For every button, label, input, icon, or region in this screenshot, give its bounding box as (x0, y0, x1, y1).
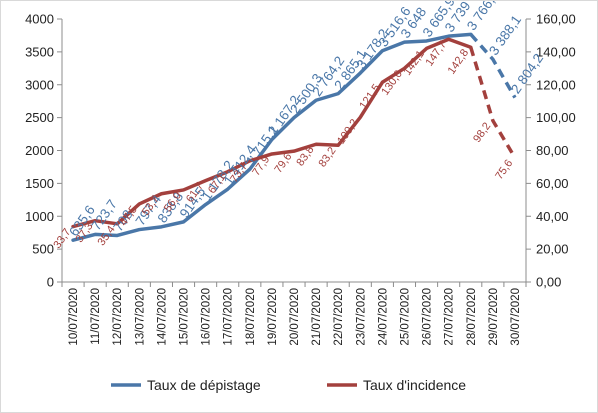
axes: 0 500 1000 1500 2000 2500 3000 3500 4000 0,00 20,0… (25, 12, 576, 346)
y-right-tick-label: 60,00 (536, 176, 569, 191)
x-tick-label: 30/07/2020 (510, 288, 522, 346)
x-tick-label: 20/07/2020 (289, 288, 301, 346)
y-left-tick-label: 1000 (25, 209, 54, 224)
x-tick-label: 10/07/2020 (68, 288, 80, 346)
data-label-incidence: 83,2 (317, 145, 339, 169)
series-lines (71, 32, 517, 242)
x-tick-label: 15/07/2020 (179, 288, 191, 346)
x-tick-label: 21/07/2020 (311, 288, 323, 346)
data-label-incidence: 83,8 (294, 144, 316, 168)
data-label-incidence: 75,6 (493, 158, 515, 182)
series-line-dashed-depistage (469, 33, 517, 99)
y-left-tick-label: 1500 (25, 176, 54, 191)
y-right-tick-label: 40,00 (536, 209, 569, 224)
y-left-tick-label: 3500 (25, 44, 54, 59)
y-right-tick-label: 140,00 (536, 44, 576, 59)
x-tick-label: 23/07/2020 (355, 288, 367, 346)
y-right-tick-label: 20,00 (536, 242, 569, 257)
legend-label-depistage: Taux de dépistage (147, 377, 261, 393)
y-right-tick-label: 160,00 (536, 12, 576, 27)
x-tick-label: 28/07/2020 (466, 288, 478, 346)
x-tick-label: 16/07/2020 (201, 288, 213, 346)
data-label-incidence: 121,5 (357, 82, 383, 111)
y-left-tick-label: 2000 (25, 143, 54, 158)
x-tick-label: 27/07/2020 (444, 288, 456, 346)
y-right-tick-label: 0,00 (536, 275, 561, 290)
y-left-tick-label: 3000 (25, 77, 54, 92)
series-line-incidence (71, 37, 473, 229)
x-tick-label: 14/07/2020 (156, 288, 168, 346)
y-right-tick-label: 100,00 (536, 110, 576, 125)
data-label-incidence: 100,2 (335, 117, 361, 146)
y-left-tick-label: 500 (32, 242, 54, 257)
x-tick-label: 19/07/2020 (267, 288, 279, 346)
data-label-depistage: 3 388,1 (486, 12, 524, 58)
y-left-tick-label: 4000 (25, 12, 54, 27)
data-label-incidence: 98,2 (471, 120, 493, 144)
data-label-incidence: 147,7 (424, 39, 450, 68)
x-tick-label: 12/07/2020 (112, 288, 124, 346)
x-tick-label: 29/07/2020 (488, 288, 500, 346)
y-right-tick-label: 80,00 (536, 143, 569, 158)
x-tick-label: 22/07/2020 (333, 288, 345, 346)
x-tick-label: 25/07/2020 (399, 288, 411, 346)
y-right-tick-label: 120,00 (536, 77, 576, 92)
x-tick-label: 26/07/2020 (422, 288, 434, 346)
y-left-tick-label: 0 (47, 275, 54, 290)
x-tick-label: 17/07/2020 (223, 288, 235, 346)
x-tick-label: 24/07/2020 (377, 288, 389, 346)
series-line-depistage (71, 32, 473, 242)
x-tick-label: 18/07/2020 (245, 288, 257, 346)
x-tick-label: 11/07/2020 (90, 288, 102, 345)
y-left-tick-label: 2500 (25, 110, 54, 125)
legend: Taux de dépistage Taux d'incidence (111, 377, 466, 393)
x-tick-label: 13/07/2020 (134, 288, 146, 346)
series-line-dashed-incidence (469, 46, 517, 159)
legend-label-incidence: Taux d'incidence (363, 377, 466, 393)
data-label-incidence: 142,8 (446, 47, 472, 76)
data-label-incidence: 142,1 (401, 48, 427, 77)
